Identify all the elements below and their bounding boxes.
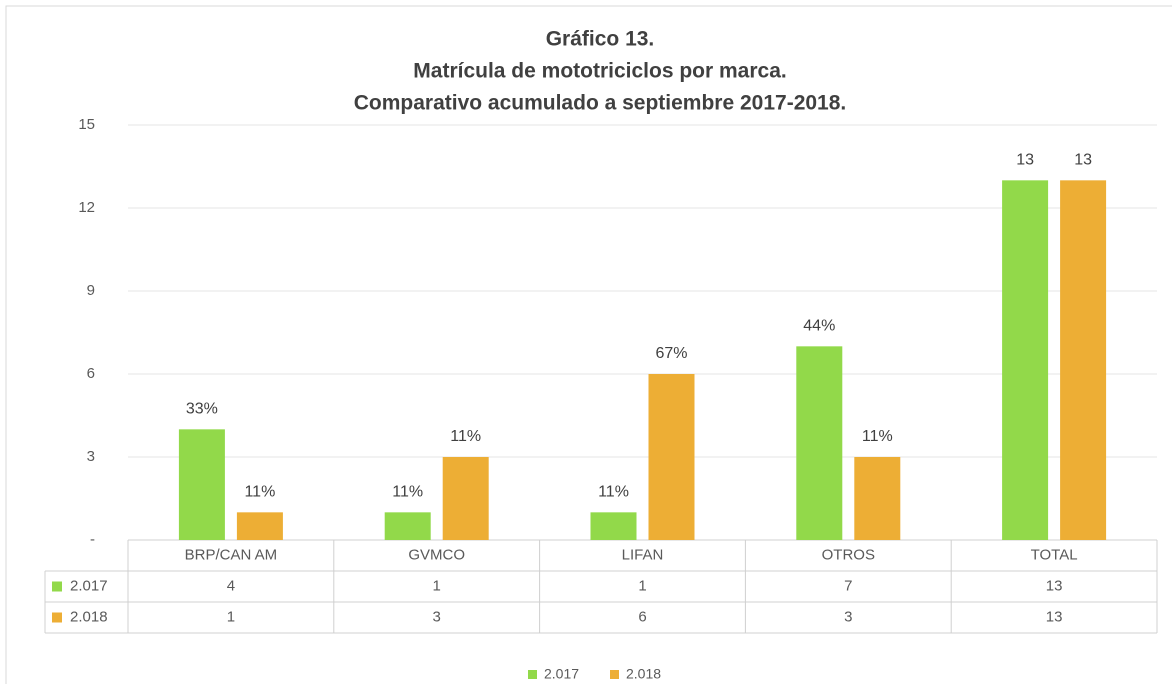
legend-label: 2.017 (544, 666, 579, 682)
data-label: 33% (186, 401, 218, 418)
y-tick-label: 12 (78, 199, 95, 216)
table-cell: 1 (433, 577, 441, 594)
data-label: 13 (1016, 152, 1034, 169)
bar (590, 512, 637, 540)
table-legend-key (52, 581, 62, 592)
table-cell: 13 (1046, 577, 1063, 594)
table-cell: 4 (227, 577, 235, 594)
chart-border (5, 5, 1172, 684)
x-tick-label: BRP/CAN AM (185, 546, 278, 563)
x-tick-label: TOTAL (1031, 546, 1078, 563)
bar (442, 457, 489, 540)
table-cell: 13 (1046, 608, 1063, 625)
chart-title: Matrícula de mototriciclos por marca. (413, 60, 786, 83)
bar (178, 429, 225, 540)
chart-title: Gráfico 13. (546, 28, 655, 51)
table-cell: 3 (844, 608, 852, 625)
table-cell: 7 (844, 577, 852, 594)
table-legend-key (52, 612, 62, 623)
data-label: 67% (655, 345, 687, 362)
bar (236, 512, 283, 540)
y-tick-label: 6 (87, 365, 95, 382)
y-tick-label: 9 (87, 282, 95, 299)
y-tick-label: 3 (87, 448, 95, 465)
x-tick-label: LIFAN (622, 546, 664, 563)
data-label: 11% (244, 484, 275, 501)
x-tick-label: GVMCO (408, 546, 465, 563)
legend-key (610, 670, 619, 679)
bar (796, 346, 843, 540)
data-label: 11% (598, 484, 629, 501)
bar (384, 512, 431, 540)
legend-key (528, 670, 537, 679)
y-tick-label: - (90, 531, 95, 548)
table-series-name: 2.018 (70, 608, 108, 625)
data-label: 13 (1074, 152, 1092, 169)
data-label: 11% (862, 428, 893, 445)
data-label: 11% (392, 484, 423, 501)
table-series-name: 2.017 (70, 577, 108, 594)
bar (648, 374, 695, 540)
x-tick-label: OTROS (822, 546, 875, 563)
data-label: 44% (803, 318, 835, 335)
chart-title: Comparativo acumulado a septiembre 2017-… (354, 92, 847, 115)
table-cell: 6 (638, 608, 646, 625)
y-tick-label: 15 (78, 116, 95, 133)
bar (1002, 180, 1049, 541)
table-cell: 1 (227, 608, 235, 625)
bar (854, 457, 901, 540)
table-cell: 1 (638, 577, 646, 594)
data-label: 11% (450, 428, 481, 445)
table-cell: 3 (433, 608, 441, 625)
legend-label: 2.018 (626, 666, 661, 682)
bar (1060, 180, 1107, 541)
